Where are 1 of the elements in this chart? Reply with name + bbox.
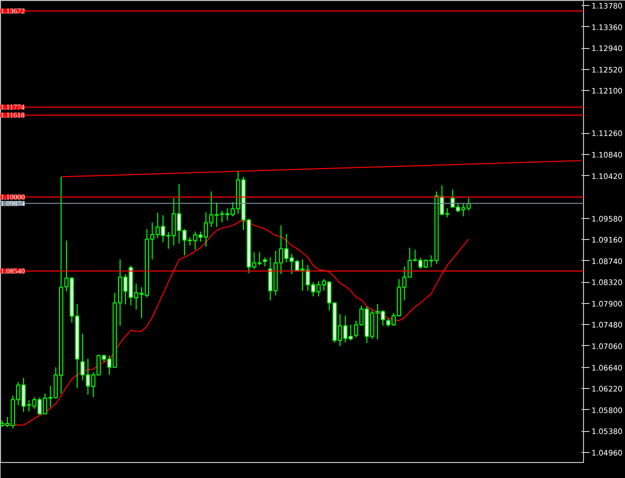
candlestick: [262, 256, 268, 267]
